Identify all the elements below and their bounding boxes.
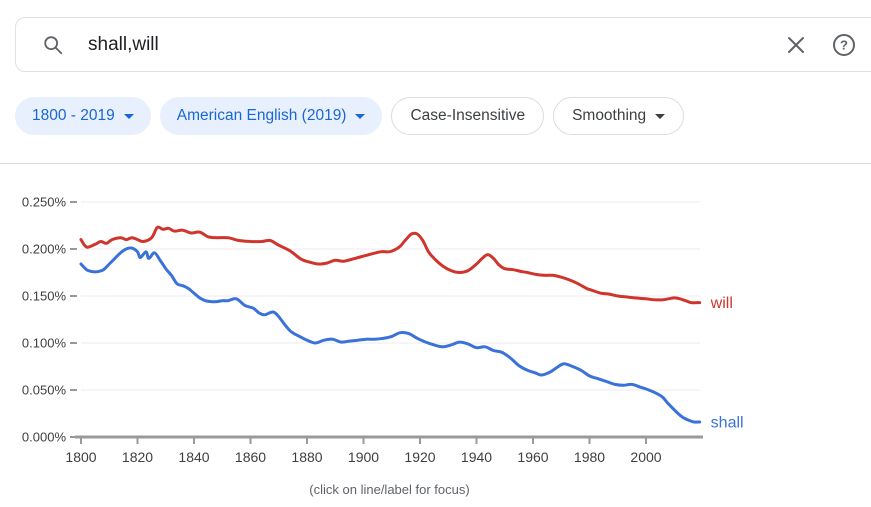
- x-axis-label: 1860: [235, 449, 266, 465]
- corpus-chip[interactable]: American English (2019): [159, 97, 383, 135]
- case-insensitive-chip[interactable]: Case-Insensitive: [391, 97, 545, 135]
- smoothing-chip[interactable]: Smoothing: [553, 97, 685, 135]
- y-axis-label: 0.150%: [22, 289, 67, 304]
- ngram-chart: 0.000% 0.050% 0.100% 0.150% 0.200% 0.250% 1800…: [0, 170, 871, 507]
- y-axis-label: 0.100%: [22, 336, 67, 351]
- x-axis-label: 1800: [65, 449, 96, 465]
- search-input[interactable]: shall,will: [88, 33, 159, 55]
- clear-icon[interactable]: [784, 33, 808, 57]
- y-axis-label: 0.050%: [22, 383, 67, 398]
- divider: [0, 163, 871, 164]
- year-range-chip[interactable]: 1800 - 2019: [15, 97, 151, 135]
- y-axis-label: 0.250%: [22, 195, 67, 210]
- x-axis-label: 1820: [122, 449, 153, 465]
- year-range-label: 1800 - 2019: [32, 107, 115, 124]
- series-label-will[interactable]: will: [710, 295, 733, 312]
- series-label-shall[interactable]: shall: [711, 414, 744, 431]
- case-insensitive-label: Case-Insensitive: [410, 107, 526, 124]
- series-line-shall[interactable]: [79, 246, 702, 424]
- chart-caption: (click on line/label for focus): [309, 482, 469, 497]
- x-axis-label: 1940: [461, 449, 492, 465]
- caret-down-icon: [123, 113, 134, 119]
- y-axis-label: 0.200%: [22, 242, 67, 257]
- x-axis-label: 1920: [404, 449, 435, 465]
- x-axis-label: 1840: [178, 449, 209, 465]
- x-axis-label: 1880: [291, 449, 322, 465]
- x-axis-label: 2000: [630, 449, 661, 465]
- corpus-label: American English (2019): [176, 107, 347, 124]
- help-icon[interactable]: ?: [832, 33, 856, 57]
- x-axis-label: 1980: [574, 449, 605, 465]
- search-icon: [44, 35, 63, 54]
- series-line-will[interactable]: [79, 225, 702, 305]
- x-axis-label: 1900: [348, 449, 379, 465]
- search-bar: shall,will ?: [15, 17, 871, 72]
- filter-chips: 1800 - 2019 American English (2019) Case…: [15, 97, 685, 135]
- chart-svg: 0.000% 0.050% 0.100% 0.150% 0.200% 0.250% 1800…: [22, 195, 744, 498]
- x-axis-label: 1960: [517, 449, 548, 465]
- caret-down-icon: [355, 113, 366, 119]
- svg-text:?: ?: [840, 37, 848, 52]
- smoothing-label: Smoothing: [572, 107, 647, 124]
- caret-down-icon: [655, 113, 666, 119]
- y-axis-label: 0.000%: [22, 430, 67, 445]
